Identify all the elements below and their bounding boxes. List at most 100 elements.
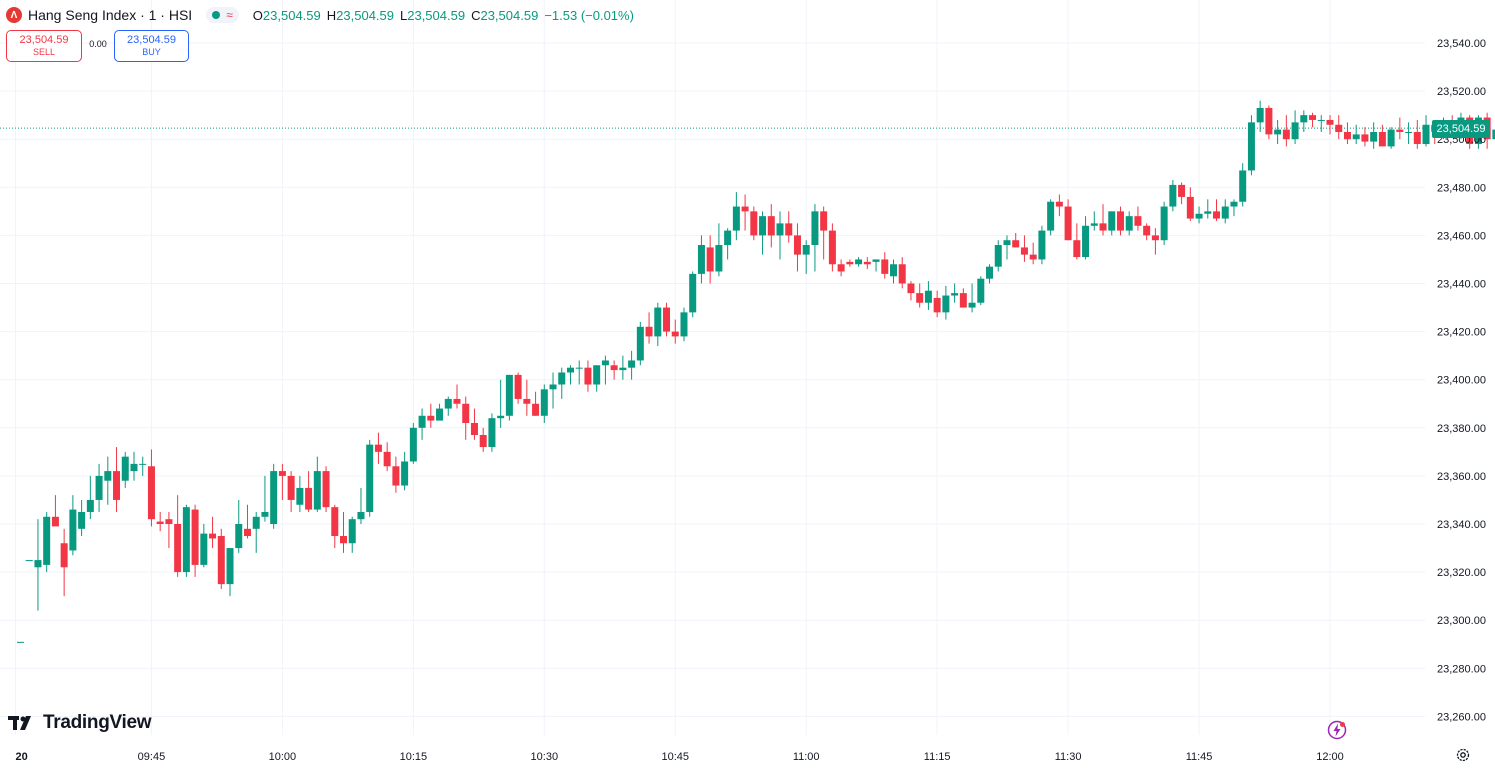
- candle: [846, 259, 854, 267]
- candle: [1099, 204, 1107, 236]
- settings-gear-icon[interactable]: [1455, 747, 1471, 763]
- candle: [78, 499, 86, 537]
- candle: [130, 451, 138, 481]
- candle: [715, 223, 723, 277]
- candle-body: [593, 365, 601, 385]
- candle: [287, 471, 295, 512]
- candle-body: [1082, 225, 1090, 258]
- candle: [575, 360, 583, 385]
- candle: [776, 211, 784, 260]
- sell-button[interactable]: 23,504.59 SELL: [6, 30, 82, 62]
- candle-body: [619, 367, 627, 371]
- candle-body: [933, 297, 941, 313]
- candle-body: [278, 471, 286, 476]
- candle-body: [1213, 211, 1221, 219]
- candle-body: [34, 560, 42, 568]
- candle: [505, 374, 513, 421]
- candle-body: [1221, 206, 1229, 219]
- candle: [1186, 187, 1194, 221]
- candle: [392, 456, 400, 493]
- candle: [1361, 127, 1369, 147]
- candle: [270, 463, 278, 529]
- candle-body: [305, 487, 313, 510]
- candle-body: [1047, 201, 1055, 231]
- candle: [1413, 119, 1421, 149]
- candle: [418, 408, 426, 440]
- candle: [147, 449, 155, 527]
- symbol-legend[interactable]: Λ Hang Seng Index · 1 · HSI ≈ O 23,504.5…: [6, 5, 634, 25]
- candle: [322, 466, 330, 512]
- symbol-title[interactable]: Hang Seng Index · 1 · HSI: [28, 7, 193, 23]
- candle: [226, 548, 234, 597]
- candle: [488, 413, 496, 452]
- candle: [1247, 115, 1255, 176]
- candle-body: [313, 471, 321, 510]
- candle: [34, 519, 42, 611]
- candle-body: [366, 444, 374, 512]
- price-tick-label: 23,520.00: [1437, 86, 1486, 98]
- candle-body: [1012, 240, 1020, 248]
- candle-body: [217, 536, 225, 585]
- candle: [1151, 228, 1159, 255]
- candle-body: [566, 367, 574, 373]
- candle-body: [1405, 131, 1413, 133]
- candle-body: [1413, 131, 1421, 145]
- candle: [785, 211, 793, 243]
- candle-body: [479, 435, 487, 448]
- candle-body: [488, 418, 496, 448]
- time-tick-label: 10:30: [531, 751, 559, 763]
- candle-body: [1108, 211, 1116, 231]
- market-status-pill[interactable]: ≈: [206, 7, 239, 23]
- candle-body: [436, 408, 444, 421]
- candle-body: [470, 422, 478, 436]
- candle-body: [261, 511, 269, 517]
- price-tick-label: 23,460.00: [1437, 230, 1486, 242]
- candle-body: [523, 398, 531, 404]
- candle: [217, 528, 225, 589]
- candle-body: [680, 312, 688, 337]
- price-tick-label: 23,540.00: [1437, 38, 1486, 50]
- candle-body: [182, 507, 190, 573]
- price-tick-label: 23,480.00: [1437, 182, 1486, 194]
- candle-body: [427, 415, 435, 421]
- candle-body: [1335, 124, 1343, 132]
- candle-body: [104, 471, 112, 481]
- time-tick-label: 12:00: [1316, 751, 1344, 763]
- candle-body: [287, 475, 295, 500]
- candle: [680, 307, 688, 342]
- candle: [1160, 201, 1168, 246]
- candle: [549, 372, 557, 409]
- candle: [1012, 232, 1020, 248]
- candle-body: [628, 360, 636, 368]
- candle: [1282, 115, 1290, 147]
- candle-body: [1326, 119, 1334, 125]
- candle-body: [69, 509, 77, 551]
- candle-body: [270, 471, 278, 524]
- candle: [1003, 235, 1011, 260]
- candle-body: [767, 216, 775, 236]
- candle-body: [811, 211, 819, 246]
- candle: [811, 204, 819, 272]
- candle-body: [802, 245, 810, 255]
- time-axis[interactable]: 20 09:45 10:00 10:15 10:30 10:45 11:00 11:15 11:…: [16, 751, 1344, 763]
- candle: [872, 259, 880, 272]
- candle: [1396, 117, 1404, 140]
- candle-body: [51, 516, 59, 527]
- price-axis[interactable]: 23,260.00 23,280.00 23,300.00 23,320.00 23,3…: [1437, 38, 1486, 723]
- buy-button[interactable]: 23,504.59 BUY: [114, 30, 189, 62]
- candle: [1082, 216, 1090, 260]
- candle: [200, 524, 208, 568]
- lightning-bolt-icon[interactable]: [1327, 720, 1347, 740]
- candle: [1378, 124, 1386, 147]
- candle: [898, 257, 906, 289]
- price-tick-label: 23,360.00: [1437, 471, 1486, 483]
- candle-body: [200, 533, 208, 565]
- candle-body: [968, 302, 976, 308]
- candle-body: [444, 398, 452, 409]
- candle-body: [855, 259, 863, 265]
- hsi-logo-icon: Λ: [6, 7, 22, 23]
- candle-body: [121, 456, 129, 481]
- candle: [942, 285, 950, 320]
- tradingview-logo[interactable]: TradingView: [8, 712, 152, 734]
